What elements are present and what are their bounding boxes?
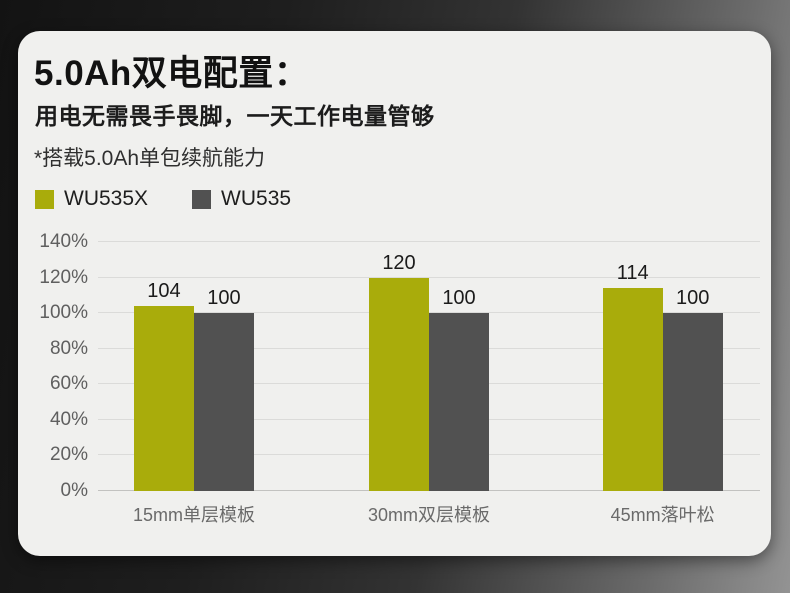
y-tick-label: 120% [39,266,88,288]
y-tick-label: 40% [49,408,88,430]
x-category-label: 15mm单层模板 [132,505,255,525]
bar-wu535x-2 [602,288,663,491]
legend-item-wu535x: WU535X [35,187,148,211]
y-tick-label: 20% [49,444,88,466]
legend-label-wu535: WU535 [221,187,292,210]
page-title: 5.0Ah双电配置： [34,54,310,93]
legend-swatch-wu535 [192,189,212,209]
bar-group: 104 100 [133,242,254,491]
x-axis: 15mm单层模板 30mm双层模板 45mm落叶松 [98,501,760,527]
y-tick-label: 140% [39,231,88,252]
bar-group: 114 100 [602,242,723,491]
legend: WU535X WU535 [35,187,291,211]
bar-wu535-1 [429,313,489,491]
promo-card: 5.0Ah双电配置： 用电无需畏手畏脚，一天工作电量管够 *搭载5.0Ah单包续… [18,31,771,556]
footnote: *搭载5.0Ah单包续航能力 [34,147,266,170]
legend-item-wu535: WU535 [192,187,291,211]
legend-swatch-wu535x [35,189,54,209]
x-category-label: 45mm落叶松 [610,505,715,525]
y-axis: 0% 20% 40% 60% 80% 100% 120% 140% [18,231,88,501]
gridline-120 [98,276,760,278]
bar-wu535-2 [662,313,723,491]
bar-group: 120 100 [369,242,489,491]
y-tick-label: 100% [39,302,88,324]
bar-wu535-0 [193,313,254,491]
legend-label-wu535x: WU535X [64,187,149,210]
y-tick-label: 60% [49,373,88,395]
bar-wu535x-0 [133,306,194,491]
value-label: 114 [616,262,649,285]
plot-area: 104 100 120 100 114 100 [98,241,760,491]
y-tick-label: 80% [49,337,88,359]
subtitle: 用电无需畏手畏脚，一天工作电量管够 [35,103,435,129]
value-label: 120 [382,251,416,274]
value-label: 104 [147,280,181,303]
value-label: 100 [442,287,476,310]
gridline-140 [98,241,760,242]
bar-wu535x-1 [369,277,429,491]
x-category-label: 30mm双层模板 [367,505,491,525]
y-tick-label: 0% [60,480,88,501]
value-label: 100 [675,287,710,310]
value-label: 100 [207,287,241,310]
gridline-100 [98,312,760,314]
